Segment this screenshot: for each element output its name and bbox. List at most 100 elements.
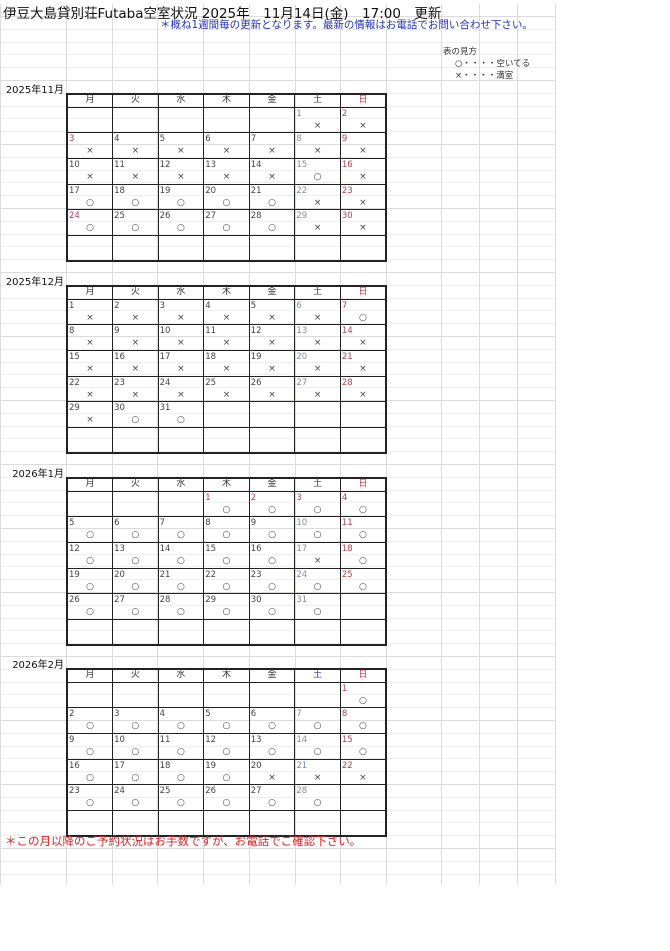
day-cell[interactable]: 25 ○ <box>339 567 387 595</box>
day-cell[interactable]: 11 × <box>112 157 159 185</box>
day-cell[interactable]: 13 × <box>203 157 250 185</box>
day-cell[interactable]: 3 × <box>66 132 114 159</box>
day-cell[interactable]: 27 ○ <box>112 593 159 620</box>
day-cell[interactable]: 12 ○ <box>203 732 250 760</box>
day-cell[interactable]: 20 × <box>248 758 296 786</box>
day-cell[interactable]: 2 × <box>112 298 159 326</box>
day-cell[interactable]: 21 × <box>339 349 387 377</box>
day-cell[interactable]: 7 ○ <box>157 516 205 543</box>
day-cell[interactable]: 18 × <box>203 349 250 377</box>
day-cell[interactable]: 15 ○ <box>294 157 341 185</box>
day-cell[interactable]: 3 ○ <box>112 707 159 734</box>
day-cell[interactable]: 5 ○ <box>66 516 114 543</box>
day-cell[interactable]: 20 × <box>294 349 341 377</box>
day-cell[interactable]: 14 ○ <box>294 732 341 760</box>
day-cell[interactable]: 17 ○ <box>112 758 159 786</box>
day-cell[interactable]: 27 ○ <box>248 784 296 811</box>
day-cell[interactable]: 12 × <box>248 324 296 351</box>
day-cell[interactable]: 28 ○ <box>157 593 205 620</box>
day-cell[interactable]: 10 × <box>66 157 114 185</box>
day-cell[interactable]: 28 × <box>339 375 387 403</box>
day-cell[interactable]: 12 × <box>157 157 205 185</box>
day-cell[interactable]: 4 ○ <box>339 490 387 518</box>
day-cell[interactable]: 9 ○ <box>248 516 296 543</box>
day-cell[interactable]: 22 × <box>339 758 387 786</box>
day-cell[interactable]: 15 × <box>66 349 114 377</box>
day-cell[interactable]: 21 × <box>294 758 341 786</box>
day-cell[interactable]: 7 ○ <box>294 707 341 734</box>
day-cell[interactable]: 1 ○ <box>203 490 250 518</box>
day-cell[interactable]: 11 ○ <box>339 516 387 543</box>
day-cell[interactable]: 28 ○ <box>294 784 341 811</box>
day-cell[interactable]: 28 ○ <box>248 209 296 236</box>
day-cell[interactable]: 1 ○ <box>339 681 387 709</box>
day-cell[interactable]: 6 × <box>203 132 250 159</box>
day-cell[interactable]: 22 ○ <box>203 567 250 595</box>
day-cell[interactable]: 25 ○ <box>157 784 205 811</box>
day-cell[interactable]: 16 ○ <box>66 758 114 786</box>
day-cell[interactable]: 23 × <box>339 183 387 211</box>
day-cell[interactable]: 27 × <box>294 375 341 403</box>
day-cell[interactable]: 4 × <box>112 132 159 159</box>
day-cell[interactable]: 22 × <box>294 183 341 211</box>
day-cell[interactable]: 10 ○ <box>294 516 341 543</box>
day-cell[interactable]: 10 ○ <box>112 732 159 760</box>
day-cell[interactable]: 16 ○ <box>248 541 296 569</box>
day-cell[interactable]: 24 × <box>157 375 205 403</box>
day-cell[interactable]: 6 ○ <box>112 516 159 543</box>
day-cell[interactable]: 26 ○ <box>157 209 205 236</box>
day-cell[interactable]: 30 × <box>339 209 387 236</box>
day-cell[interactable]: 11 ○ <box>157 732 205 760</box>
day-cell[interactable]: 15 ○ <box>203 541 250 569</box>
day-cell[interactable]: 21 ○ <box>157 567 205 595</box>
day-cell[interactable]: 23 × <box>112 375 159 403</box>
day-cell[interactable]: 14 ○ <box>157 541 205 569</box>
day-cell[interactable]: 26 ○ <box>66 593 114 620</box>
day-cell[interactable]: 9 ○ <box>66 732 114 760</box>
day-cell[interactable]: 14 × <box>248 157 296 185</box>
day-cell[interactable]: 5 × <box>157 132 205 159</box>
day-cell[interactable]: 6 ○ <box>248 707 296 734</box>
day-cell[interactable]: 17 ○ <box>66 183 114 211</box>
day-cell[interactable]: 15 ○ <box>339 732 387 760</box>
day-cell[interactable]: 29 ○ <box>203 593 250 620</box>
day-cell[interactable]: 4 × <box>203 298 250 326</box>
day-cell[interactable]: 13 × <box>294 324 341 351</box>
day-cell[interactable]: 10 × <box>157 324 205 351</box>
day-cell[interactable]: 18 ○ <box>112 183 159 211</box>
day-cell[interactable]: 27 ○ <box>203 209 250 236</box>
day-cell[interactable]: 2 × <box>339 106 387 134</box>
day-cell[interactable]: 8 × <box>66 324 114 351</box>
day-cell[interactable]: 24 ○ <box>66 209 114 236</box>
day-cell[interactable]: 4 ○ <box>157 707 205 734</box>
day-cell[interactable]: 19 ○ <box>66 567 114 595</box>
day-cell[interactable]: 18 ○ <box>157 758 205 786</box>
day-cell[interactable]: 19 × <box>248 349 296 377</box>
day-cell[interactable]: 29 × <box>66 401 114 428</box>
day-cell[interactable]: 16 × <box>112 349 159 377</box>
day-cell[interactable]: 7 × <box>248 132 296 159</box>
day-cell[interactable]: 19 ○ <box>157 183 205 211</box>
day-cell[interactable]: 5 ○ <box>203 707 250 734</box>
day-cell[interactable]: 3 × <box>157 298 205 326</box>
day-cell[interactable]: 18 ○ <box>339 541 387 569</box>
day-cell[interactable]: 31 ○ <box>157 401 205 428</box>
day-cell[interactable]: 12 ○ <box>66 541 114 569</box>
day-cell[interactable]: 24 ○ <box>112 784 159 811</box>
day-cell[interactable]: 8 × <box>294 132 341 159</box>
day-cell[interactable]: 2 ○ <box>248 490 296 518</box>
day-cell[interactable]: 30 ○ <box>248 593 296 620</box>
day-cell[interactable]: 13 ○ <box>248 732 296 760</box>
day-cell[interactable]: 21 ○ <box>248 183 296 211</box>
day-cell[interactable]: 14 × <box>339 324 387 351</box>
day-cell[interactable]: 22 × <box>66 375 114 403</box>
day-cell[interactable]: 24 ○ <box>294 567 341 595</box>
day-cell[interactable]: 23 ○ <box>66 784 114 811</box>
day-cell[interactable]: 20 ○ <box>112 567 159 595</box>
day-cell[interactable]: 23 ○ <box>248 567 296 595</box>
day-cell[interactable]: 1 × <box>294 106 341 134</box>
day-cell[interactable]: 16 × <box>339 157 387 185</box>
day-cell[interactable]: 5 × <box>248 298 296 326</box>
day-cell[interactable]: 17 × <box>294 541 341 569</box>
day-cell[interactable]: 9 × <box>339 132 387 159</box>
